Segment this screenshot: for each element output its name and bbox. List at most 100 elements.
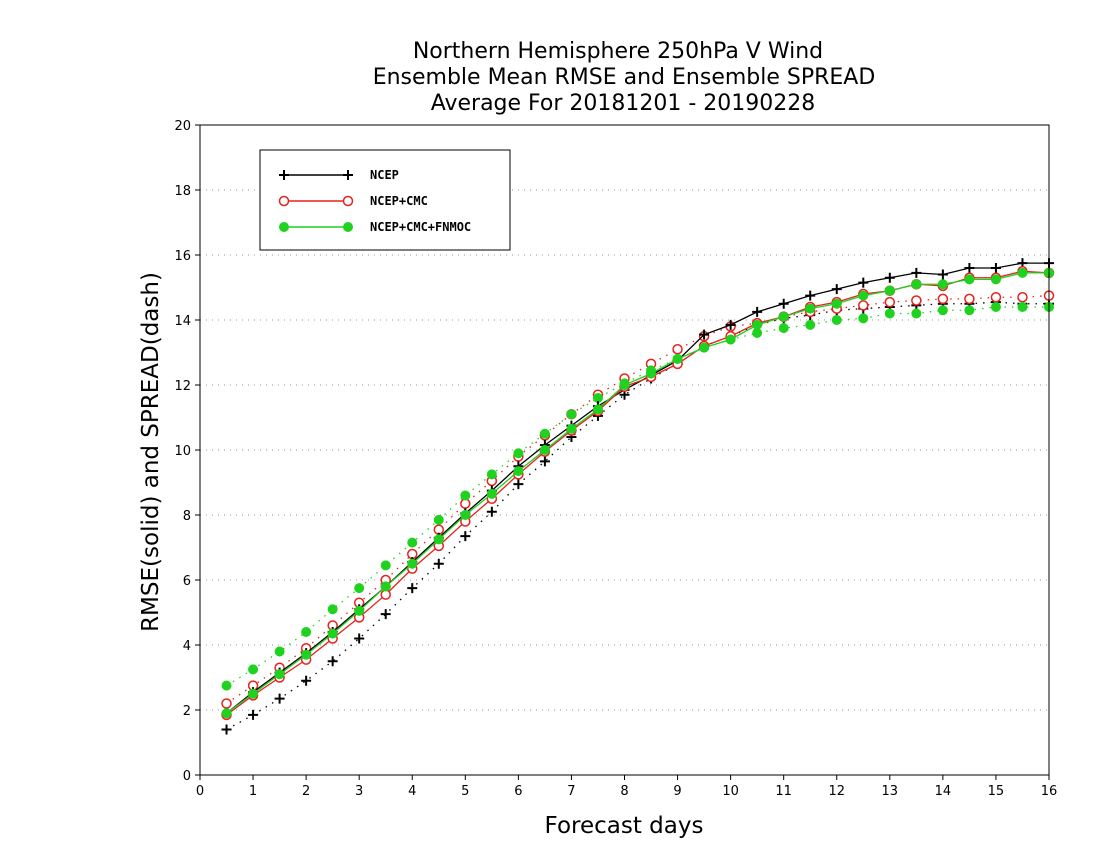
point-ncep-cmc-fnmoc-rmse-26	[911, 279, 922, 290]
point-ncep-cmc-spread-25	[884, 296, 896, 308]
point-ncep-cmc-fnmoc-spread-2	[274, 646, 285, 657]
title-line-3: Average For 20181201 - 20190228	[431, 91, 816, 116]
series-ncep-spread	[221, 297, 1054, 735]
point-ncep-cmc-fnmoc-rmse-12	[539, 445, 550, 455]
point-ncep-spread-7	[407, 583, 418, 594]
point-ncep-spread-5	[354, 633, 365, 644]
y-tick-label-18: 18	[174, 184, 191, 199]
point-ncep-cmc-fnmoc-rmse-6	[380, 581, 391, 592]
x-tick-label-4: 4	[408, 784, 416, 799]
series-ncep-rmse	[221, 258, 1054, 719]
point-ncep-cmc-fnmoc-rmse-30	[1017, 267, 1028, 278]
title-line-1: Northern Hemisphere 250hPa V Wind	[413, 39, 823, 64]
point-ncep-cmc-fnmoc-spread-10	[486, 469, 497, 480]
point-ncep-cmc-fnmoc-rmse-0	[221, 708, 232, 719]
y-tick-label-0: 0	[183, 769, 191, 784]
point-ncep-cmc-fnmoc-rmse-16	[646, 368, 657, 379]
series-ncep-cmc-rmse	[221, 266, 1055, 721]
point-ncep-rmse-20	[752, 306, 763, 317]
point-ncep-cmc-fnmoc-rmse-29	[990, 274, 1001, 285]
point-ncep-cmc-fnmoc-spread-9	[460, 490, 471, 501]
point-ncep-cmc-fnmoc-rmse-20	[752, 319, 763, 330]
legend-marker-right-ncep-cmc-fnmoc	[343, 222, 353, 232]
point-ncep-cmc-fnmoc-rmse-7	[407, 558, 418, 569]
point-ncep-cmc-fnmoc-spread-0	[221, 680, 232, 691]
y-tick-label-12: 12	[174, 379, 191, 394]
x-tick-label-16: 16	[1041, 784, 1058, 799]
point-ncep-cmc-fnmoc-rmse-8	[433, 534, 444, 545]
point-ncep-cmc-fnmoc-spread-7	[407, 537, 418, 548]
point-ncep-cmc-fnmoc-spread-27	[937, 305, 948, 316]
legend-box	[259, 149, 511, 251]
x-tick-label-14: 14	[935, 784, 952, 799]
series-line-ncep-cmc-fnmoc-spread	[226, 306, 1049, 687]
legend-label-ncep-cmc-fnmoc: NCEP+CMC+FNMOC	[370, 220, 471, 234]
point-ncep-cmc-fnmoc-rmse-21	[778, 311, 789, 322]
series-layer	[221, 258, 1055, 735]
y-tick-label-2: 2	[183, 704, 191, 719]
legend-item-ncep-cmc: NCEP+CMC	[278, 194, 428, 208]
chart-title: Northern Hemisphere 250hPa V Wind Ensemb…	[373, 39, 876, 116]
point-ncep-cmc-fnmoc-spread-11	[513, 448, 524, 459]
point-ncep-cmc-fnmoc-spread-26	[911, 308, 922, 319]
x-tick-label-13: 13	[882, 784, 899, 799]
point-ncep-spread-6	[380, 609, 391, 620]
point-ncep-cmc-fnmoc-spread-24	[858, 313, 869, 324]
y-axis: 0 2 4 6 8 10 12 14 16 18 20	[174, 119, 200, 784]
point-ncep-cmc-fnmoc-spread-29	[990, 302, 1001, 312]
x-axis: 0 1 2 3 4 5 6 7 8 9 10 11 12 13 14 15 16	[196, 775, 1057, 799]
point-ncep-cmc-fnmoc-rmse-13	[566, 423, 577, 434]
point-ncep-cmc-fnmoc-rmse-28	[964, 274, 975, 285]
point-ncep-cmc-fnmoc-rmse-11	[513, 466, 524, 477]
point-ncep-cmc-spread-26	[911, 295, 922, 306]
x-tick-label-12: 12	[828, 784, 845, 799]
point-ncep-spread-10	[486, 506, 497, 517]
point-ncep-rmse-23	[831, 284, 842, 295]
point-ncep-cmc-fnmoc-spread-21	[778, 323, 789, 334]
point-ncep-cmc-fnmoc-spread-4	[327, 604, 338, 615]
point-ncep-rmse-24	[858, 277, 869, 288]
point-ncep-cmc-spread-17	[672, 344, 683, 355]
point-ncep-cmc-fnmoc-rmse-15	[619, 380, 630, 390]
point-ncep-spread-9	[460, 531, 471, 542]
x-tick-label-11: 11	[775, 784, 792, 799]
x-tick-label-5: 5	[461, 784, 469, 799]
point-ncep-cmc-fnmoc-rmse-24	[858, 290, 869, 301]
point-ncep-cmc-spread-0	[221, 698, 232, 709]
point-ncep-rmse-29	[990, 263, 1001, 273]
x-tick-label-3: 3	[355, 784, 363, 799]
point-ncep-cmc-fnmoc-spread-22	[805, 319, 816, 330]
point-ncep-cmc-fnmoc-rmse-1	[248, 688, 259, 699]
x-tick-label-0: 0	[196, 784, 204, 799]
point-ncep-spread-3	[301, 675, 312, 686]
x-tick-label-7: 7	[567, 784, 575, 799]
series-ncep-cmc-spread	[221, 290, 1055, 709]
legend-marker-left-ncep-cmc-fnmoc	[279, 222, 289, 232]
legend-marker-left-ncep	[279, 170, 289, 180]
y-tick-label-8: 8	[183, 509, 191, 524]
point-ncep-spread-4	[327, 656, 338, 667]
legend-label-ncep: NCEP	[370, 168, 399, 182]
point-ncep-cmc-fnmoc-rmse-5	[354, 605, 365, 616]
point-ncep-rmse-28	[964, 263, 975, 273]
point-ncep-rmse-18	[699, 329, 710, 340]
point-ncep-cmc-spread-28	[964, 293, 975, 305]
point-ncep-cmc-fnmoc-spread-5	[354, 583, 365, 594]
y-axis-label: RMSE(solid) and SPREAD(dash)	[138, 272, 164, 632]
point-ncep-rmse-19	[725, 319, 736, 330]
legend-marker-left-ncep-cmc	[278, 195, 290, 207]
series-ncep-cmc-fnmoc-rmse	[221, 267, 1054, 719]
y-tick-label-14: 14	[174, 314, 191, 329]
point-ncep-cmc-fnmoc-rmse-10	[486, 488, 497, 499]
legend-marker-right-ncep-cmc	[342, 195, 354, 207]
y-tick-label-10: 10	[174, 444, 191, 459]
x-tick-label-6: 6	[514, 784, 522, 799]
series-line-ncep-cmc-rmse	[226, 270, 1050, 716]
point-ncep-spread-2	[274, 693, 285, 704]
point-ncep-rmse-27	[937, 269, 948, 280]
point-ncep-spread-1	[248, 709, 259, 720]
point-ncep-cmc-fnmoc-rmse-17	[672, 354, 683, 364]
legend: NCEP NCEP+CMC NCEP+CMC+FNMOC	[259, 149, 511, 251]
point-ncep-cmc-fnmoc-rmse-2	[274, 669, 285, 680]
x-tick-label-15: 15	[988, 784, 1005, 799]
